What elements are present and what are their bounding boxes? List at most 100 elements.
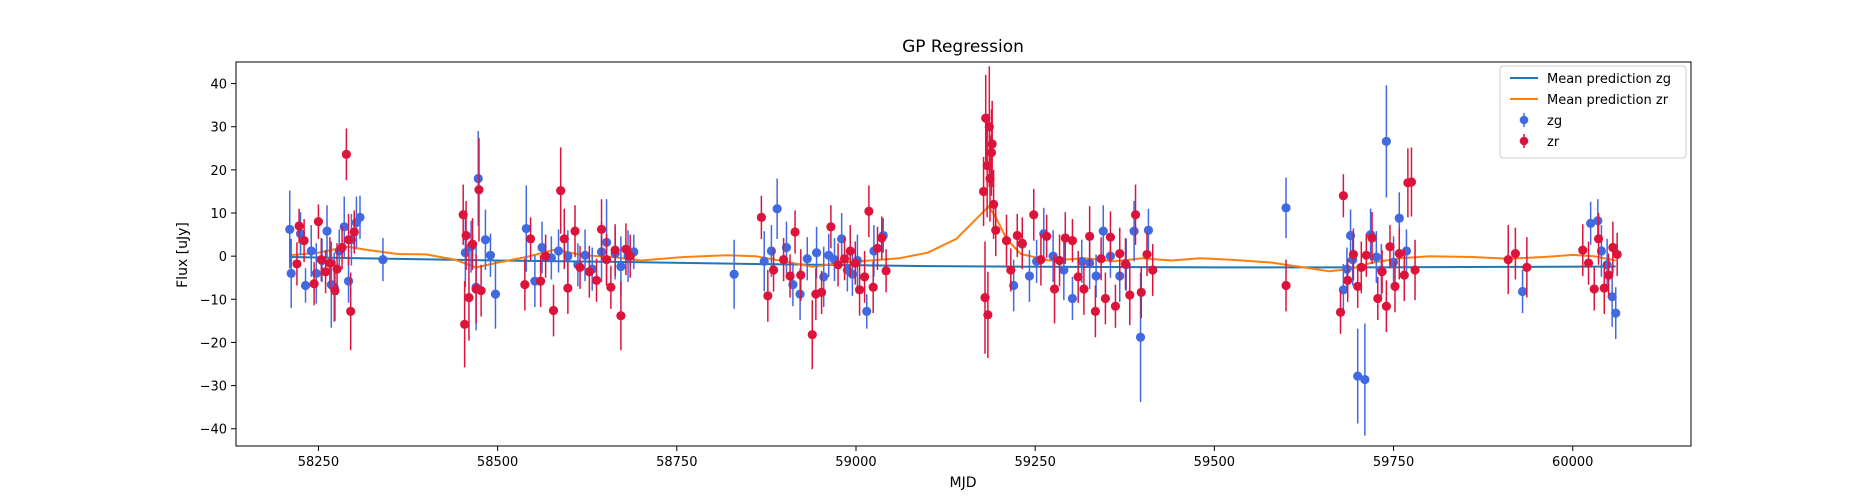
data-point <box>292 259 302 269</box>
data-point <box>474 185 484 195</box>
data-point <box>337 242 347 253</box>
data-point <box>1583 258 1594 268</box>
data-point <box>1522 262 1532 272</box>
y-tick-label: 0 <box>219 250 227 265</box>
data-point <box>1377 267 1387 277</box>
y-tick-label: 30 <box>210 121 227 136</box>
data-point <box>1603 270 1614 280</box>
data-point <box>625 251 635 261</box>
data-point <box>343 235 354 245</box>
data-point <box>1360 374 1370 385</box>
data-point <box>864 206 874 216</box>
data-point <box>1129 226 1139 236</box>
data-point <box>759 256 769 266</box>
chart-title: GP Regression <box>902 37 1024 57</box>
data-point <box>591 275 602 285</box>
data-point <box>1611 308 1621 318</box>
data-point <box>1371 252 1381 262</box>
data-point <box>309 279 319 289</box>
x-tick-label: 58500 <box>477 455 518 470</box>
data-point <box>766 246 777 256</box>
x-tick-label: 60000 <box>1552 455 1593 470</box>
data-point <box>563 251 573 261</box>
y-tick-label: 20 <box>210 164 227 179</box>
series-zr <box>292 66 1622 370</box>
data-point <box>850 258 860 268</box>
data-point <box>1607 292 1617 302</box>
x-tick-label: 59250 <box>1014 455 1055 470</box>
legend-point-marker <box>1519 115 1529 125</box>
data-point <box>1024 271 1035 281</box>
data-point <box>1054 255 1065 266</box>
data-point <box>772 204 782 214</box>
data-point <box>1012 230 1022 241</box>
data-point <box>485 250 496 260</box>
data-point <box>490 289 501 299</box>
legend-label: Mean prediction zr <box>1547 93 1669 108</box>
data-point <box>332 264 342 274</box>
data-point <box>476 286 486 296</box>
data-point <box>525 234 536 244</box>
data-point <box>785 271 795 281</box>
data-point <box>1125 290 1135 300</box>
data-point <box>1373 293 1383 304</box>
data-point <box>756 212 766 222</box>
data-point <box>989 199 999 209</box>
data-point <box>1353 281 1363 291</box>
data-point <box>537 242 547 253</box>
y-tick-label: −10 <box>200 293 227 308</box>
data-point <box>1060 233 1070 243</box>
data-point <box>983 310 993 320</box>
data-point <box>868 282 878 292</box>
data-point <box>1059 265 1069 275</box>
data-point <box>346 306 356 316</box>
data-point <box>1399 270 1409 280</box>
data-point <box>816 287 827 297</box>
data-point <box>1067 236 1078 246</box>
data-point <box>826 222 836 232</box>
data-point <box>1608 242 1618 253</box>
data-point <box>461 230 471 241</box>
data-point <box>584 267 594 277</box>
data-point <box>1406 177 1417 187</box>
data-point <box>300 280 311 291</box>
y-tick-label: −20 <box>200 336 227 351</box>
data-point <box>580 250 590 260</box>
data-point <box>872 243 883 253</box>
data-point <box>621 244 631 254</box>
series-line <box>289 256 1616 269</box>
legend-label: zr <box>1547 135 1560 150</box>
y-tick-label: −40 <box>200 423 227 438</box>
data-point <box>729 269 739 279</box>
data-point <box>1135 332 1146 342</box>
data-point <box>1335 307 1346 317</box>
data-point <box>601 255 612 265</box>
data-point <box>1394 213 1404 223</box>
data-point <box>1090 306 1100 316</box>
x-tick-label: 59750 <box>1373 455 1414 470</box>
data-point <box>1385 242 1395 252</box>
y-axis-ticks: −40 −30 −20 −10 0 10 20 30 40 <box>200 78 236 438</box>
data-point <box>1410 265 1420 275</box>
data-point <box>1073 272 1083 282</box>
data-point <box>286 268 296 279</box>
data-point <box>536 276 546 286</box>
data-point <box>1085 231 1095 241</box>
data-point <box>1517 286 1528 297</box>
data-point <box>1110 301 1121 311</box>
data-point <box>790 227 800 237</box>
y-tick-label: 10 <box>210 207 227 222</box>
data-point <box>559 234 569 244</box>
data-point <box>819 272 829 282</box>
data-point <box>763 291 773 301</box>
data-point <box>981 113 991 123</box>
data-point <box>1105 232 1116 242</box>
data-point <box>464 292 474 303</box>
data-point <box>553 246 564 256</box>
data-point <box>325 258 335 268</box>
data-point <box>1367 233 1377 243</box>
data-point <box>1079 284 1089 294</box>
x-tick-label: 58750 <box>656 455 697 470</box>
data-point <box>1029 210 1039 220</box>
data-point <box>1036 255 1046 265</box>
